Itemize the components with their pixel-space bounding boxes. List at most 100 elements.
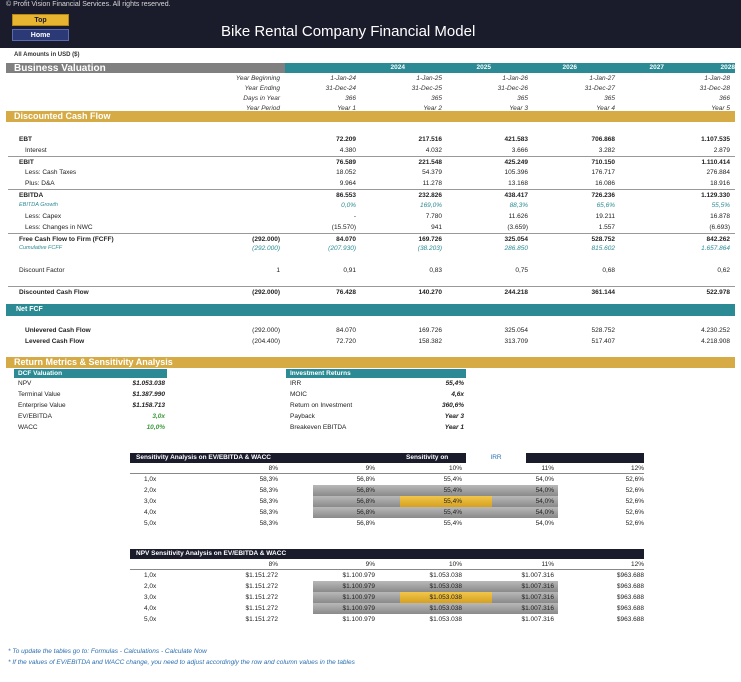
sens-highlight-cell (492, 581, 558, 592)
dcf-row-label: Less: Changes in NWC (25, 224, 93, 231)
npv-sensitivity-table: NPV Sensitivity Analysis on EV/EBITDA & … (130, 549, 644, 625)
sens-highlight-cell (313, 592, 400, 603)
home-button[interactable]: Home (12, 29, 69, 41)
sens-row-label: 4,0x (144, 509, 157, 516)
sens-value: 56,8% (356, 498, 375, 505)
sens-col-label: 9% (365, 561, 375, 568)
sens-highlight-cell (400, 507, 492, 518)
meta-row-value: 365 (431, 95, 442, 102)
sens-value: $963.688 (616, 572, 644, 579)
dcf-row-value: 176.717 (591, 169, 616, 176)
dcf-row-label: Less: Capex (25, 213, 62, 220)
meta-row-value: 1-Jan-24 (330, 75, 356, 82)
dcf-row-label: EBITDA (19, 192, 44, 199)
sens-value: 58,3% (259, 476, 278, 483)
sens-highlight-cell (313, 603, 400, 614)
dcf-row-label: Interest (25, 147, 47, 154)
dcf-row: Interest 4.380 4.032 3.666 3.282 2.879 (8, 145, 735, 156)
metric-value: 360,6% (441, 402, 464, 409)
metric-value: Year 1 (444, 424, 464, 431)
sens-value: $1.007.316 (521, 572, 554, 579)
sens-value: $1.007.316 (521, 605, 554, 612)
sens-value: $1.151.272 (245, 605, 278, 612)
top-button[interactable]: Top (12, 14, 69, 26)
meta-row-value: 31-Dec-28 (699, 85, 730, 92)
sens-value: $1.100.979 (342, 572, 375, 579)
dcf-row: Plus: D&A 9.964 11.278 13.168 16.086 18.916 (8, 178, 735, 189)
net-fcf-row: Unlevered Cash Flow (292.000) 84.070 169.72… (8, 325, 735, 336)
sens-value: $1.151.272 (245, 583, 278, 590)
dcf-row-value: 361.144 (591, 289, 616, 296)
dcf-row-value: 325.054 (504, 236, 529, 243)
dcf-row-value: 13.168 (508, 180, 528, 187)
dcf-row-value: 3.282 (598, 147, 615, 154)
metric-row: Terminal Value $1.387.990 (14, 389, 167, 400)
metric-label: Terminal Value (18, 391, 61, 398)
sens-row: 1,0x $1.151.272 $1.100.979 $1.053.038 $1.007… (130, 570, 644, 581)
dcf-row-value: 4.380 (339, 147, 356, 154)
meta-row-label: Year Beginning (235, 75, 280, 82)
sens-highlight-cell (313, 507, 400, 518)
sens-value: $1.100.979 (342, 605, 375, 612)
meta-row-value: 1-Jan-25 (416, 75, 442, 82)
npv-sensitivity-header: NPV Sensitivity Analysis on EV/EBITDA & … (130, 549, 644, 559)
dcf-row-value: 0,83 (429, 267, 442, 274)
sens-value: $963.688 (616, 605, 644, 612)
meta-row-value: 31-Dec-24 (325, 85, 356, 92)
metric-row: WACC 10,0% (14, 422, 167, 433)
sens-col-label: 8% (268, 561, 278, 568)
sens-row-label: 1,0x (144, 476, 157, 483)
dcf-row-label: Free Cash Flow to Firm (FCFF) (19, 236, 114, 243)
dcf-row-value: 1.657.864 (701, 245, 730, 252)
dcf-row-value: 0,68 (602, 267, 615, 274)
dcf-row-value: 815.602 (591, 245, 616, 252)
sens-row: 5,0x 58,3% 56,8% 55,4% 54,0% 52,6% (130, 518, 644, 529)
metric-label: IRR (290, 380, 302, 387)
meta-row-value: Year 2 (423, 105, 442, 112)
sens-value: $1.100.979 (342, 583, 375, 590)
dcf-row-label: Less: Cash Taxes (25, 169, 77, 176)
dcf-row-value: 76.589 (336, 159, 356, 166)
year-2026: 2026 (562, 64, 577, 71)
dcf-row-value: 528.752 (591, 236, 616, 243)
sens-highlight-cell (400, 496, 492, 507)
net-fcf-value: 528.752 (591, 327, 616, 334)
sens-value: 52,6% (625, 498, 644, 505)
meta-row-value: Year 5 (711, 105, 730, 112)
sens-value: 52,6% (625, 520, 644, 527)
dcf-row-value: 18.052 (336, 169, 356, 176)
dcf-row-value: 286.850 (504, 245, 529, 252)
sens-row: 3,0x $1.151.272 $1.100.979 $1.053.038 $1.007… (130, 592, 644, 603)
meta-row-value: 365 (604, 95, 615, 102)
sens-row-label: 5,0x (144, 616, 157, 623)
sens-value: 55,4% (443, 520, 462, 527)
sensitivity-on-select[interactable]: IRR (466, 453, 526, 463)
year-2028: 2028 (720, 64, 735, 71)
dcf-row-label: EBITDA Growth (19, 202, 58, 208)
dcf-row: Less: Cash Taxes 18.052 54.379 105.396 176.7… (8, 167, 735, 178)
sens-value: 55,4% (443, 509, 462, 516)
metric-label: Enterprise Value (18, 402, 66, 409)
metric-value: Year 3 (444, 413, 464, 420)
dcf-row-value: 54.379 (422, 169, 442, 176)
sens-value: 54,0% (535, 487, 554, 494)
net-fcf-row: Levered Cash Flow (204.400) 72.720 158.382 3… (8, 336, 735, 347)
dcf-row-value: 19.211 (595, 213, 615, 220)
sens-col-header: 8% 9% 10% 11% 12% (130, 463, 644, 474)
dcf-row-value: 244.218 (504, 289, 529, 296)
npv-sensitivity-title: NPV Sensitivity Analysis on EV/EBITDA & … (136, 550, 287, 557)
dcf-row: Free Cash Flow to Firm (FCFF) (292.000) 84… (8, 233, 735, 244)
metric-row: EV/EBITDA 3,0x (14, 411, 167, 422)
net-fcf-label: Levered Cash Flow (25, 338, 85, 345)
sens-value: 56,8% (356, 487, 375, 494)
sens-value: 52,6% (625, 476, 644, 483)
dcf-row-initial: (292.000) (252, 289, 280, 296)
dcf-row-value: 0,62 (717, 267, 730, 274)
sens-highlight-cell (492, 592, 558, 603)
sens-highlight-cell (313, 581, 400, 592)
metric-label: Return on Investment (290, 402, 353, 409)
sens-col-label: 12% (630, 465, 644, 472)
meta-row-label: Year Period (246, 105, 280, 112)
net-fcf-value: 325.054 (504, 327, 529, 334)
sens-value: 54,0% (535, 520, 554, 527)
